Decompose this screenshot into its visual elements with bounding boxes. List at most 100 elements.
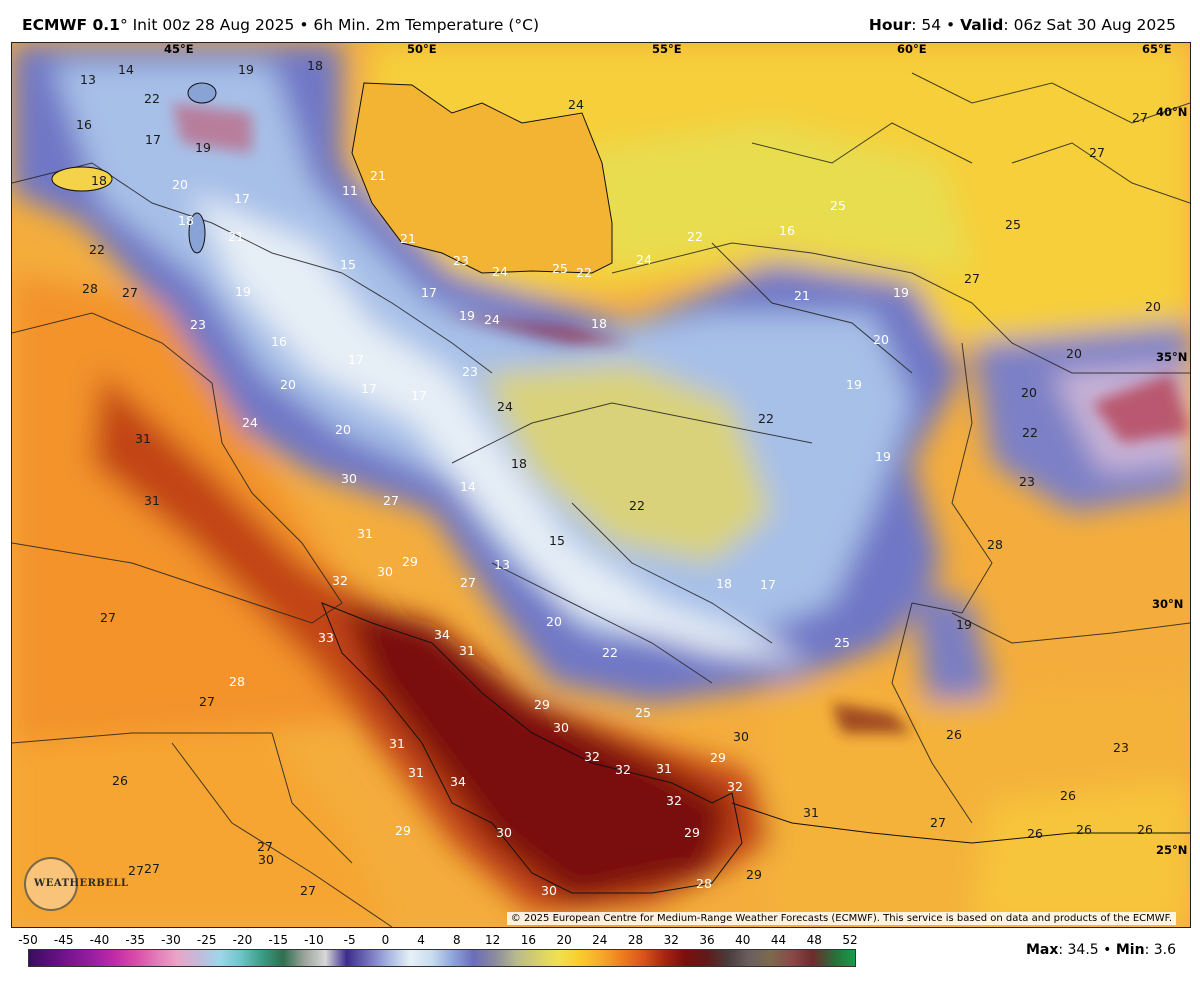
weatherbell-logo xyxy=(24,857,78,911)
temperature-value-label: 17 xyxy=(411,388,427,403)
temperature-value-label: 32 xyxy=(332,573,348,588)
temperature-value-label: 25 xyxy=(1005,217,1021,232)
temperature-value-label: 31 xyxy=(144,493,160,508)
temperature-value-label: 19 xyxy=(893,285,909,300)
colorbar-tick: 20 xyxy=(556,933,572,947)
temperature-value-label: 11 xyxy=(342,183,358,198)
temperature-value-label: 34 xyxy=(450,774,466,789)
temperature-value-label: 30 xyxy=(496,825,512,840)
temperature-value-label: 21 xyxy=(228,229,244,244)
weatherbell-logo-text: WEATHERBELL xyxy=(34,878,129,889)
init-info: ° Init 00z 28 Aug 2025 • 6h Min. 2m Temp… xyxy=(119,16,540,34)
temperature-value-label: 27 xyxy=(122,285,138,300)
temperature-value-label: 15 xyxy=(549,533,565,548)
temperature-value-label: 26 xyxy=(1076,822,1092,837)
temperature-value-label: 13 xyxy=(494,557,510,572)
temperature-value-label: 23 xyxy=(462,364,478,379)
temperature-value-label: 26 xyxy=(1137,822,1153,837)
longitude-label: 45°E xyxy=(164,43,194,56)
temperature-value-label: 31 xyxy=(408,765,424,780)
temperature-value-label: 29 xyxy=(395,823,411,838)
temperature-value-label: 32 xyxy=(727,779,743,794)
temperature-value-label: 17 xyxy=(348,352,364,367)
temperature-value-label: 21 xyxy=(370,168,386,183)
colorbar-tick: -5 xyxy=(343,933,356,947)
latitude-label: 25°N xyxy=(1156,843,1187,857)
temperature-value-label: 29 xyxy=(710,750,726,765)
temperature-value-label: 30 xyxy=(377,564,393,579)
colorbar-tick: 36 xyxy=(699,933,715,947)
temperature-value-label: 14 xyxy=(118,62,134,77)
temperature-value-label: 20 xyxy=(1021,385,1037,400)
temperature-value-label: 29 xyxy=(746,867,762,882)
temperature-value-label: 27 xyxy=(257,839,273,854)
temperature-value-label: 33 xyxy=(318,630,334,645)
temperature-value-label: 24 xyxy=(242,415,258,430)
colorbar-tick: -25 xyxy=(196,933,217,947)
temperature-value-label: 22 xyxy=(1022,425,1038,440)
colorbar-tick: -15 xyxy=(268,933,288,947)
temperature-value-label: 24 xyxy=(568,97,584,112)
temperature-value-label: 31 xyxy=(803,805,819,820)
temperature-value-label: 27 xyxy=(460,575,476,590)
temperature-value-label: 24 xyxy=(492,264,508,279)
colorbar-tick: 40 xyxy=(735,933,751,947)
temperature-map[interactable]: 45°E 50°E 55°E 60°E 65°E 40°N 35°N 30°N … xyxy=(11,42,1191,928)
temperature-value-label: 28 xyxy=(82,281,98,296)
temperature-value-label: 23 xyxy=(453,253,469,268)
valid-value: : 06z Sat 30 Aug 2025 xyxy=(1003,16,1176,34)
temperature-value-label: 31 xyxy=(459,643,475,658)
temperature-value-label: 25 xyxy=(552,261,568,276)
colorbar-tick: -45 xyxy=(53,933,74,947)
temperature-value-label: 18 xyxy=(511,456,527,471)
temperature-value-label: 25 xyxy=(834,635,850,650)
valid-info: Hour: 54 • Valid: 06z Sat 30 Aug 2025 xyxy=(869,16,1176,34)
temperature-value-label: 25 xyxy=(635,705,651,720)
temperature-value-label: 31 xyxy=(389,736,405,751)
hour-label: Hour xyxy=(868,16,912,34)
temperature-value-labels: 13 14 19 18 22 16 17 19 21 18 20 17 11 18 21 22 21 23 24 25… xyxy=(76,58,1161,898)
temperature-value-label: 26 xyxy=(1060,788,1076,803)
temperature-value-label: 22 xyxy=(687,229,703,244)
temperature-value-label: 18 xyxy=(591,316,607,331)
temperature-value-label: 22 xyxy=(89,242,105,257)
temperature-value-label: 18 xyxy=(716,576,732,591)
temperature-value-label: 27 xyxy=(1089,145,1105,160)
temperature-value-label: 23 xyxy=(1019,474,1035,489)
temperature-value-label: 19 xyxy=(846,377,862,392)
temperature-value-label: 29 xyxy=(534,697,550,712)
temperature-value-label: 27 xyxy=(199,694,215,709)
temperature-value-label: 17 xyxy=(145,132,161,147)
latitude-label: 35°N xyxy=(1156,350,1187,364)
temperature-value-label: 16 xyxy=(76,117,92,132)
colorbar-tick: -20 xyxy=(232,933,253,947)
colorbar-tick: -10 xyxy=(304,933,324,947)
colorbar-tick: 32 xyxy=(663,933,679,947)
valid-label: Valid xyxy=(960,16,1004,34)
temperature-value-label: 32 xyxy=(615,762,631,777)
temperature-value-label: 18 xyxy=(178,213,194,228)
colorbar-tick: 0 xyxy=(381,933,390,947)
temperature-value-label: 19 xyxy=(235,284,251,299)
min-label: Min xyxy=(1115,942,1145,958)
temperature-value-label: 26 xyxy=(112,773,128,788)
temperature-value-label: 15 xyxy=(340,257,356,272)
temperature-value-label: 32 xyxy=(584,749,600,764)
temperature-value-label: 18 xyxy=(91,173,107,188)
temperature-value-label: 21 xyxy=(794,288,810,303)
temperature-value-label: 20 xyxy=(1145,299,1161,314)
longitude-label: 50°E xyxy=(407,43,437,56)
temperature-value-label: 27 xyxy=(300,883,316,898)
colorbar-tick: -35 xyxy=(125,933,146,947)
latitude-label: 40°N xyxy=(1156,105,1187,119)
temperature-value-label: 22 xyxy=(758,411,774,426)
temperature-value-label: 24 xyxy=(636,252,652,267)
colorbar-tick: -30 xyxy=(161,933,181,947)
longitude-label: 60°E xyxy=(897,43,927,56)
colorbar-tick: -40 xyxy=(89,933,110,947)
colorbar-tick: 28 xyxy=(627,933,644,947)
colorbar-tick: 8 xyxy=(453,933,461,947)
temperature-value-label: 27 xyxy=(100,610,116,625)
temperature-value-label: 17 xyxy=(234,191,250,206)
temperature-value-label: 27 xyxy=(144,861,160,876)
